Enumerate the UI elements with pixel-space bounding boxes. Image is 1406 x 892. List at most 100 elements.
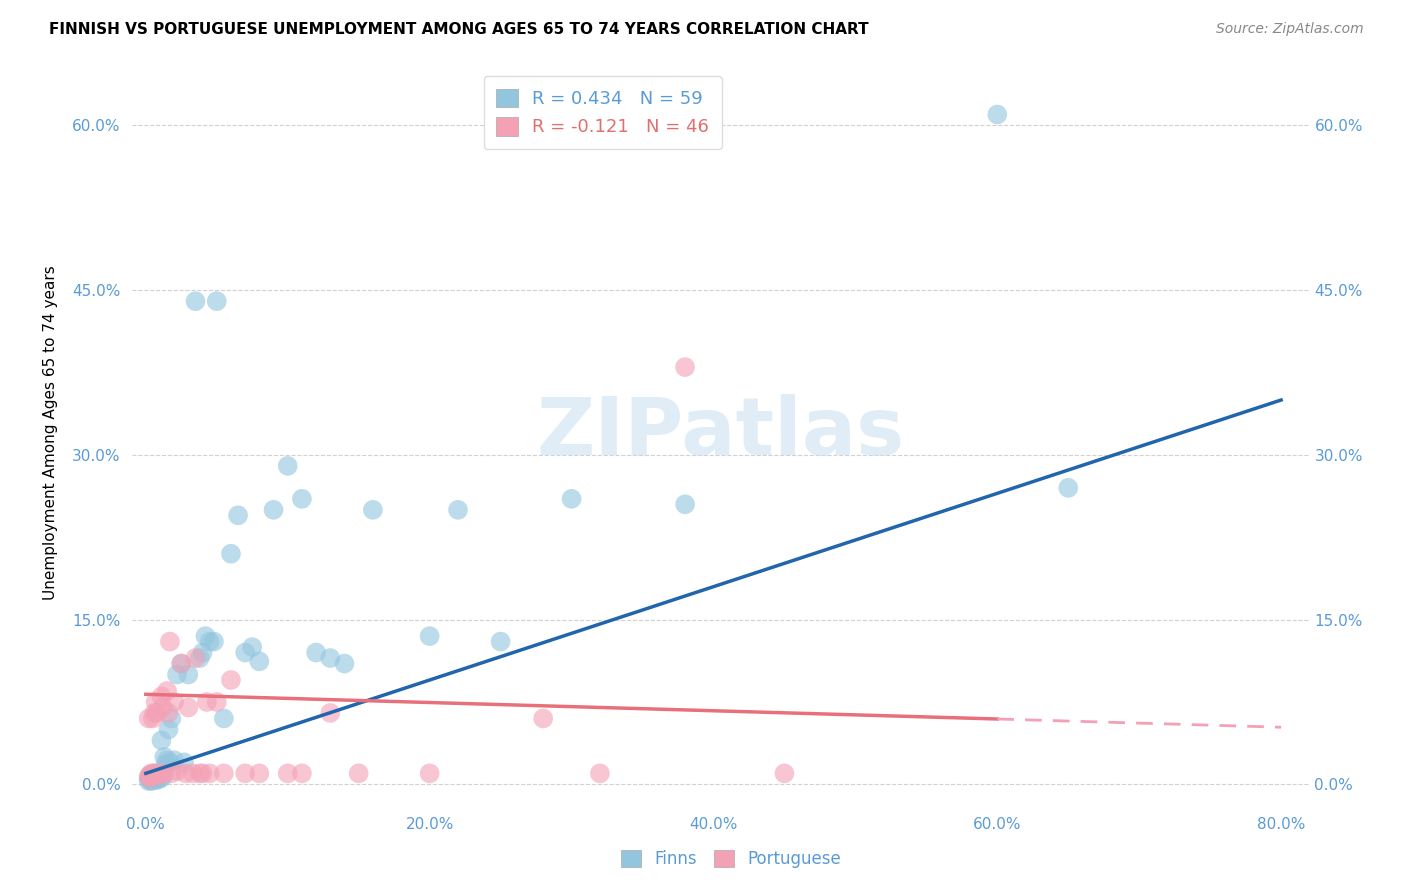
Point [177,667,200,681]
Point [333,657,356,671]
Point [159,634,181,648]
Point [184,651,207,665]
Point [155,757,177,772]
Point [156,684,179,698]
Point [138,771,160,785]
Point [194,629,217,643]
Point [205,695,228,709]
Point [240,640,263,654]
Point [160,711,183,725]
Point [277,458,299,473]
Text: ZIPatlas: ZIPatlas [537,394,904,472]
Point [145,767,167,781]
Point [191,646,214,660]
Point [163,753,186,767]
Point [166,667,188,681]
Point [291,766,314,780]
Point [195,695,218,709]
Point [305,646,328,660]
Point [138,711,160,725]
Point [219,547,242,561]
Point [233,646,256,660]
Point [146,768,169,782]
Point [419,629,441,643]
Point [198,634,221,648]
Point [143,706,166,720]
Point [139,768,162,782]
Text: FINNISH VS PORTUGUESE UNEMPLOYMENT AMONG AGES 65 TO 74 YEARS CORRELATION CHART: FINNISH VS PORTUGUESE UNEMPLOYMENT AMONG… [49,22,869,37]
Point [149,768,172,782]
Point [157,723,180,737]
Point [247,766,270,780]
Point [361,503,384,517]
Point [673,497,696,511]
Point [319,706,342,720]
Point [142,711,165,725]
Legend: R = 0.434   N = 59, R = -0.121   N = 46: R = 0.434 N = 59, R = -0.121 N = 46 [484,76,721,149]
Point [143,766,166,780]
Point [139,767,162,781]
Point [170,657,193,671]
Point [148,768,170,782]
Point [347,766,370,780]
Point [142,767,165,781]
Point [773,766,796,780]
Point [145,772,167,786]
Legend: Finns, Portuguese: Finns, Portuguese [614,843,848,875]
Point [489,634,512,648]
Point [198,766,221,780]
Point [142,767,165,781]
Y-axis label: Unemployment Among Ages 65 to 74 years: Unemployment Among Ages 65 to 74 years [44,266,58,600]
Point [188,651,211,665]
Point [177,700,200,714]
Point [561,491,583,506]
Point [202,634,225,648]
Point [212,766,235,780]
Point [150,690,173,704]
Point [226,508,249,523]
Point [233,766,256,780]
Point [263,503,285,517]
Point [149,772,172,786]
Point [148,771,170,785]
Point [152,770,174,784]
Point [146,772,169,787]
Point [191,766,214,780]
Point [138,774,160,789]
Point [173,756,195,770]
Point [145,695,167,709]
Point [157,706,180,720]
Point [531,711,554,725]
Point [589,766,612,780]
Point [148,766,170,780]
Point [159,756,181,770]
Point [143,772,166,787]
Point [146,706,169,720]
Point [181,766,204,780]
Point [184,294,207,309]
Point [141,770,163,784]
Point [205,294,228,309]
Point [149,766,172,780]
Point [277,766,299,780]
Point [156,753,179,767]
Point [153,750,176,764]
Point [143,766,166,780]
Point [212,711,235,725]
Point [152,700,174,714]
Point [291,491,314,506]
Point [319,651,342,665]
Point [138,770,160,784]
Point [188,766,211,780]
Point [247,654,270,668]
Point [141,774,163,789]
Point [1057,481,1080,495]
Point [150,733,173,747]
Point [141,766,163,780]
Point [153,766,176,780]
Point [174,766,197,780]
Point [160,766,183,780]
Text: Source: ZipAtlas.com: Source: ZipAtlas.com [1216,22,1364,37]
Point [139,772,162,787]
Point [170,657,193,671]
